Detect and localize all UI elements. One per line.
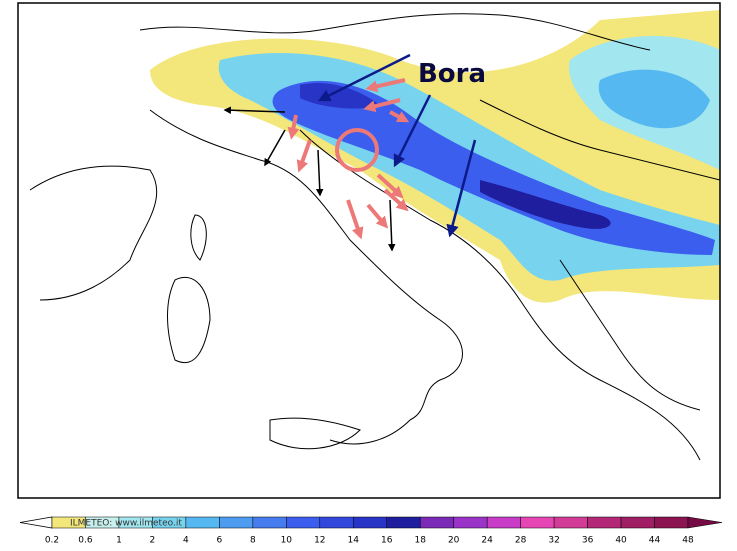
colorbar-label: 4 — [183, 536, 189, 546]
colorbar-label: 2 — [150, 536, 156, 546]
colorbar-high-end — [687, 516, 723, 529]
colorbar-low-end — [19, 516, 53, 529]
colorbar-label: 40 — [615, 536, 627, 546]
colorbar-label: 10 — [281, 536, 293, 546]
colorbar-swatch — [453, 516, 488, 529]
colorbar: ILMETEO: www.ilmeteo.it0.2 0.6 1 2 4 6 8 10 12 14… — [19, 516, 723, 546]
colorbar-swatch — [520, 516, 555, 529]
colorbar-swatch — [219, 516, 254, 529]
map: Bora — [18, 3, 720, 498]
annotation: Bora — [418, 59, 486, 89]
colorbar-swatch — [185, 516, 220, 529]
colorbar-swatch — [587, 516, 622, 529]
colorbar-swatch — [386, 516, 421, 529]
colorbar-swatch — [486, 516, 521, 529]
colorbar-label: 6 — [217, 536, 223, 546]
colorbar-label: 16 — [381, 536, 393, 546]
colorbar-label: 44 — [649, 536, 661, 546]
colorbar-swatch — [353, 516, 387, 529]
credit: ILMETEO: www.ilmeteo.it — [70, 519, 182, 529]
colorbar-label: 0.2 — [45, 536, 59, 546]
colorbar-swatch — [286, 516, 321, 529]
colorbar-label: 18 — [414, 536, 426, 546]
colorbar-label: 0.6 — [78, 536, 93, 546]
colorbar-swatch — [319, 516, 354, 529]
colorbar-label: 24 — [481, 536, 493, 546]
map-frame — [17, 2, 721, 499]
colorbar-swatch — [419, 516, 454, 529]
colorbar-label: 1 — [116, 536, 122, 546]
colorbar-swatch — [252, 516, 287, 529]
colorbar-label: 28 — [515, 536, 527, 546]
colorbar-label: 14 — [348, 536, 360, 546]
colorbar-label: 8 — [250, 536, 256, 546]
colorbar-swatch — [553, 516, 588, 529]
colorbar-label: 12 — [314, 536, 325, 546]
colorbar-label: 48 — [682, 536, 694, 546]
colorbar-label: 36 — [582, 536, 594, 546]
colorbar-label: 32 — [548, 536, 559, 546]
wind-arrows — [223, 53, 477, 252]
colorbar-label: 20 — [448, 536, 460, 546]
colorbar-swatch — [654, 516, 689, 529]
colorbar-swatch — [620, 516, 655, 529]
